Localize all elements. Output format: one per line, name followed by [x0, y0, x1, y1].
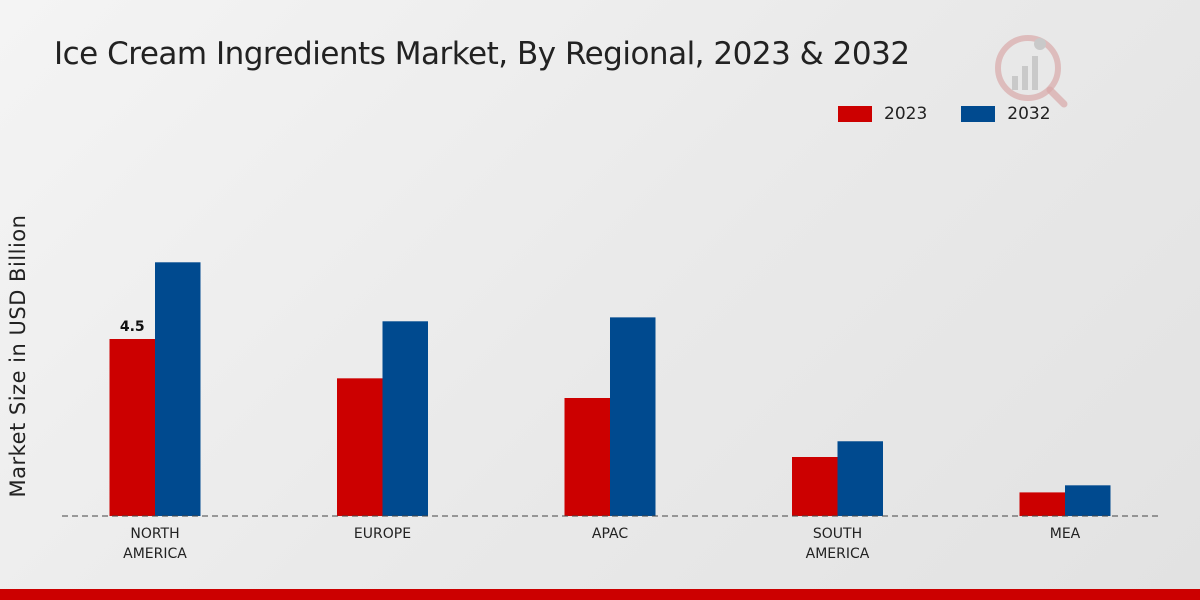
bar-2023-2[interactable]	[564, 398, 611, 516]
x-tick-label-4-0: MEA	[1050, 526, 1081, 542]
bar-2023-4[interactable]	[1019, 492, 1066, 516]
x-tick-label-0-0: NORTH	[130, 526, 179, 542]
footer-bar	[0, 589, 1200, 600]
brand-logo-icon	[992, 30, 1072, 114]
bar-2032-1[interactable]	[382, 321, 429, 516]
chart-legend: 2023 2032	[838, 104, 1085, 124]
chart-title: Ice Cream Ingredients Market, By Regiona…	[54, 36, 910, 72]
x-tick-label-3-0: SOUTH	[813, 526, 862, 542]
legend-swatch-2023	[838, 106, 872, 122]
bar-2023-0[interactable]	[109, 339, 156, 516]
x-tick-label-0-1: AMERICA	[123, 546, 187, 562]
bar-2032-3[interactable]	[837, 441, 884, 516]
bar-2023-3[interactable]	[792, 457, 838, 516]
bar-2032-2[interactable]	[610, 317, 656, 516]
bar-2032-4[interactable]	[1065, 485, 1111, 516]
data-label-0: 4.5	[120, 319, 145, 335]
x-tick-label-2-0: APAC	[592, 526, 628, 542]
legend-label-2032: 2032	[1007, 104, 1051, 124]
x-tick-label-1-0: EUROPE	[354, 526, 411, 542]
bar-2023-1[interactable]	[337, 378, 383, 516]
legend-item-2023[interactable]: 2023	[838, 104, 927, 124]
legend-label-2023: 2023	[884, 104, 928, 124]
bar-2032-0[interactable]	[155, 262, 201, 516]
x-tick-label-3-1: AMERICA	[806, 546, 870, 562]
legend-item-2032[interactable]: 2032	[961, 104, 1051, 124]
legend-swatch-2032	[961, 106, 996, 122]
